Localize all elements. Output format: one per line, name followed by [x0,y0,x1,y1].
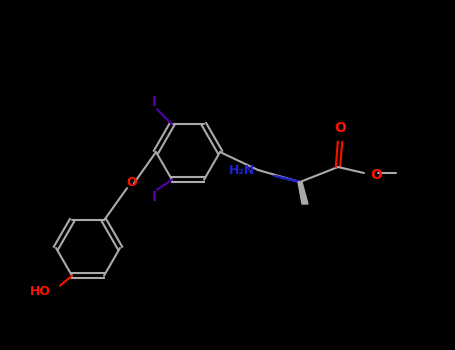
Text: I: I [152,95,157,109]
Polygon shape [298,182,308,204]
Text: O: O [370,168,382,182]
Text: O: O [126,176,137,189]
Text: HO: HO [30,285,51,298]
Text: H₂N: H₂N [229,163,255,176]
Text: O: O [334,121,346,135]
Text: I: I [152,190,157,204]
